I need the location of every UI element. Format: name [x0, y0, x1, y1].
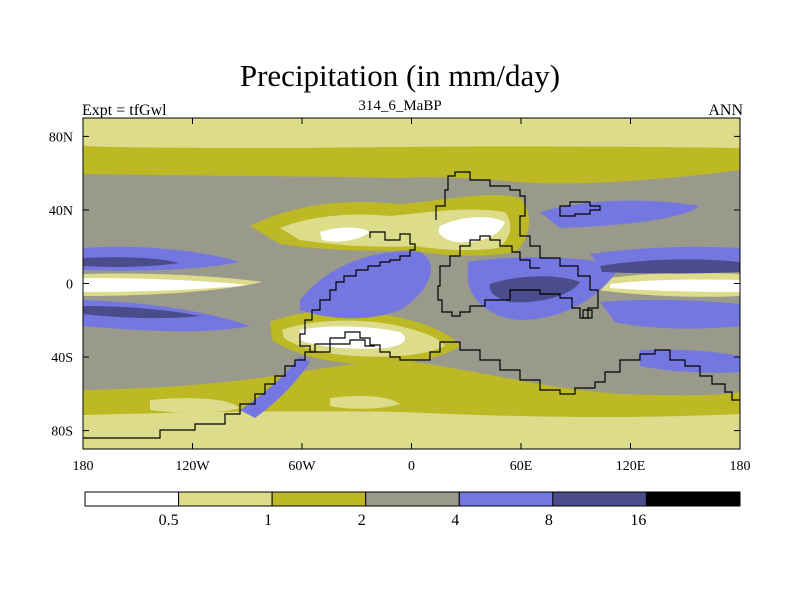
- coastline-high-latitude-island: [559, 201, 601, 217]
- y-tick-label: 40S: [51, 351, 73, 366]
- colorbar-swatch: [84, 491, 180, 507]
- colorbar-label: 0.5: [159, 512, 179, 529]
- coastline-southern-continent: [83, 331, 740, 439]
- y-axis: 80N 40N 0 40S 80S: [49, 130, 740, 440]
- indian-ocean-wet-core: [489, 276, 580, 303]
- x-axis: 180 120W 60W 0 60E 120E 180: [73, 118, 751, 474]
- continent-outlines: [83, 171, 740, 439]
- east-pacific-wet-core: [600, 259, 740, 274]
- x-tick-label: 0: [408, 459, 415, 474]
- x-tick-label: 180: [73, 459, 94, 474]
- colorbar-swatch: [458, 491, 554, 507]
- equatorial-driest-strip-east: [610, 279, 740, 292]
- coastline-americas: [299, 231, 416, 353]
- x-tick-label: 180: [730, 459, 751, 474]
- colorbar-label: 4: [451, 512, 459, 529]
- y-tick-label: 0: [66, 278, 73, 293]
- coastline-eurasia-africa: [435, 171, 599, 319]
- x-tick-label: 120E: [616, 459, 646, 474]
- chart-title: Precipitation (in mm/day): [239, 58, 561, 93]
- north-polar-band-dry: [83, 118, 740, 148]
- east-wet-band-south: [600, 299, 740, 329]
- colorbar-label: 16: [630, 512, 646, 529]
- north-pacific-wet-core: [83, 257, 180, 267]
- y-tick-label: 80S: [51, 425, 73, 440]
- colorbar-swatch: [645, 491, 741, 507]
- antarctic-dry-patches: [150, 396, 400, 413]
- y-tick-label: 40N: [49, 204, 73, 219]
- colorbar: 0.5 1 2 4 8 16: [84, 491, 741, 529]
- colorbar-label: 1: [264, 512, 272, 529]
- south-atlantic-driest-zone: [300, 326, 405, 349]
- x-tick-label: 60E: [510, 459, 533, 474]
- south-polar-band-dry: [83, 411, 740, 449]
- precipitation-map: [83, 118, 740, 449]
- colorbar-swatch: [552, 491, 647, 507]
- atlantic-wet-area: [300, 251, 431, 319]
- x-tick-label: 120W: [175, 459, 210, 474]
- south-pacific-wet-core: [83, 306, 200, 319]
- colorbar-swatch: [271, 491, 367, 507]
- case-label: 314_6_MaBP: [358, 98, 442, 114]
- y-tick-label: 80N: [49, 130, 73, 145]
- north-subtropic-driest-zone: [320, 217, 505, 243]
- south-american-wet-arc: [240, 356, 310, 418]
- equatorial-driest-strip-west: [83, 278, 248, 292]
- coastline-small-island: [582, 309, 593, 319]
- experiment-label: Expt = tfGwl: [82, 102, 167, 119]
- asia-wet-band: [540, 200, 700, 228]
- colorbar-label: 2: [358, 512, 366, 529]
- colorbar-label: 8: [545, 512, 553, 529]
- colorbar-swatch: [365, 491, 460, 507]
- season-label: ANN: [708, 102, 743, 119]
- southern-ocean-wet-band: [640, 349, 740, 373]
- x-tick-label: 60W: [288, 459, 316, 474]
- colorbar-swatch: [178, 491, 273, 507]
